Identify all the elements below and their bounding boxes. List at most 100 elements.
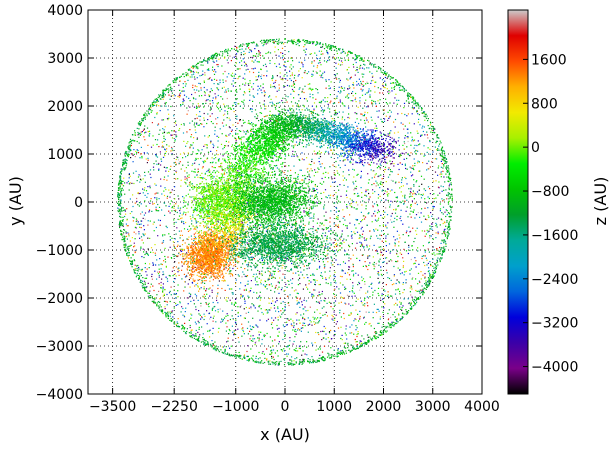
- data-point: [325, 212, 326, 213]
- data-point: [162, 145, 163, 146]
- data-point: [257, 311, 258, 312]
- data-point: [175, 131, 176, 132]
- data-point: [429, 252, 430, 253]
- data-point: [223, 82, 224, 83]
- data-point: [347, 52, 348, 53]
- data-point: [154, 203, 155, 204]
- data-point: [309, 292, 310, 293]
- data-point: [311, 325, 312, 326]
- data-point: [403, 267, 404, 268]
- data-point: [249, 308, 250, 309]
- data-point: [143, 249, 144, 250]
- data-point: [171, 258, 172, 259]
- data-point: [382, 182, 383, 183]
- data-point: [364, 68, 365, 69]
- data-point: [391, 180, 392, 181]
- data-point: [439, 187, 440, 188]
- data-point: [393, 141, 394, 142]
- data-point: [309, 280, 310, 281]
- data-point: [238, 316, 239, 317]
- data-point: [273, 320, 274, 321]
- data-point: [410, 211, 411, 212]
- data-point: [269, 60, 270, 61]
- data-point: [317, 280, 318, 281]
- data-point: [396, 283, 397, 284]
- data-point: [292, 89, 293, 90]
- data-point: [250, 329, 251, 330]
- data-point: [387, 91, 388, 92]
- data-point: [218, 328, 219, 329]
- data-point: [403, 107, 404, 108]
- data-point: [191, 76, 192, 77]
- data-point: [224, 57, 225, 58]
- data-point: [145, 132, 146, 133]
- data-point: [289, 85, 290, 86]
- data-point: [171, 200, 172, 201]
- data-point: [204, 113, 205, 114]
- data-point: [385, 87, 386, 88]
- data-point: [175, 210, 176, 211]
- data-point: [123, 178, 124, 179]
- data-point: [400, 269, 401, 270]
- data-point: [280, 52, 281, 53]
- data-point: [354, 188, 355, 189]
- data-point: [416, 214, 417, 215]
- data-point: [189, 147, 190, 148]
- data-point: [236, 58, 237, 59]
- data-point: [275, 352, 276, 353]
- data-point: [399, 187, 400, 188]
- data-point: [192, 151, 193, 152]
- data-point: [159, 269, 160, 270]
- data-point: [336, 216, 337, 217]
- data-point: [135, 252, 136, 253]
- data-point: [409, 123, 410, 124]
- data-point: [181, 278, 182, 279]
- data-point: [275, 47, 276, 48]
- data-point: [430, 193, 431, 194]
- data-point: [217, 136, 218, 137]
- data-point: [294, 358, 295, 359]
- data-point: [214, 79, 215, 80]
- data-point: [217, 292, 218, 293]
- data-point: [401, 220, 402, 221]
- data-point: [270, 120, 271, 121]
- data-point: [415, 297, 416, 298]
- data-point: [170, 301, 171, 302]
- data-point: [249, 89, 250, 90]
- data-point: [274, 291, 275, 292]
- data-point: [374, 266, 375, 267]
- data-point: [278, 56, 279, 57]
- data-point: [331, 176, 332, 177]
- data-point: [422, 285, 423, 286]
- data-point: [393, 249, 394, 250]
- data-point: [380, 88, 381, 89]
- data-point: [411, 140, 412, 141]
- data-point: [247, 328, 248, 329]
- data-point: [406, 115, 407, 116]
- data-point: [187, 141, 188, 142]
- data-point: [409, 231, 410, 232]
- data-point: [240, 282, 241, 283]
- data-point: [398, 268, 399, 269]
- data-point: [292, 72, 293, 73]
- data-point: [330, 88, 331, 89]
- data-point: [343, 261, 344, 262]
- data-point: [302, 318, 303, 319]
- data-point: [269, 310, 270, 311]
- data-point: [161, 161, 162, 162]
- data-point: [170, 291, 171, 292]
- data-point: [326, 81, 327, 82]
- data-point: [339, 174, 340, 175]
- data-point: [238, 312, 239, 313]
- data-point: [380, 270, 381, 271]
- data-point: [143, 136, 144, 137]
- data-point: [363, 81, 364, 82]
- data-point: [188, 75, 189, 76]
- data-point: [361, 242, 362, 243]
- data-point: [322, 77, 323, 78]
- data-point: [399, 145, 400, 146]
- data-point: [264, 336, 265, 337]
- data-point: [299, 74, 300, 75]
- data-point: [154, 230, 155, 231]
- data-point: [232, 124, 233, 125]
